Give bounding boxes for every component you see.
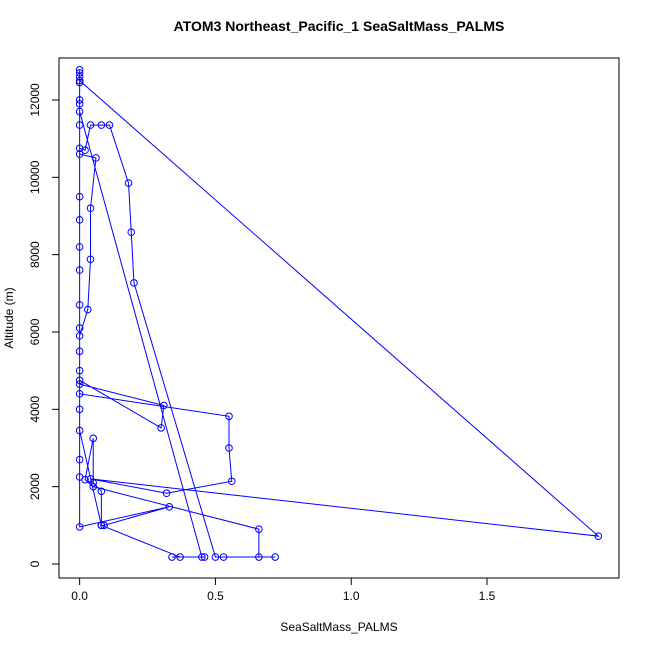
- x-tick-label: 1.5: [479, 589, 496, 603]
- data-point: [100, 521, 108, 530]
- data-point: [75, 216, 84, 224]
- y-tick-label: 8000: [28, 241, 42, 268]
- data-point: [75, 266, 84, 274]
- data-point: [594, 532, 603, 540]
- data-point: [75, 366, 84, 375]
- data-point: [75, 78, 84, 87]
- data-point: [200, 553, 209, 561]
- data-point: [97, 121, 106, 129]
- x-axis-label: SeaSaltMass_PALMS: [280, 620, 397, 634]
- data-point: [127, 228, 136, 237]
- data-point: [75, 107, 84, 116]
- x-tick-label: 0.0: [71, 589, 88, 603]
- data-line: [79, 69, 600, 558]
- data-point: [219, 553, 228, 561]
- data-point: [227, 477, 236, 486]
- data-point: [75, 72, 84, 81]
- y-axis-label: Altitude (m): [2, 287, 16, 348]
- chart-title: ATOM3 Northeast_Pacific_1 SeaSaltMass_PA…: [174, 18, 505, 34]
- y-tick-label: 6000: [28, 318, 42, 345]
- data-point: [75, 332, 84, 340]
- data-point: [176, 553, 184, 561]
- data-point: [75, 96, 84, 104]
- data-point: [75, 426, 84, 435]
- data-point: [105, 121, 114, 129]
- data-point: [92, 154, 100, 162]
- data-point: [75, 347, 84, 356]
- data-point: [271, 553, 279, 561]
- data-point: [168, 553, 176, 561]
- y-tick-label: 2000: [28, 473, 42, 500]
- data-point: [86, 121, 95, 129]
- x-tick-label: 1.0: [343, 589, 360, 603]
- data-point: [75, 523, 84, 531]
- data-point: [75, 380, 84, 388]
- data-point: [162, 489, 171, 498]
- data-point: [75, 69, 84, 77]
- data-point: [86, 204, 95, 213]
- y-tick-label: 10000: [28, 160, 42, 194]
- data-point: [75, 301, 84, 309]
- y-tick-label: 12000: [28, 83, 42, 117]
- y-tick-label: 0: [28, 560, 42, 567]
- data-point: [165, 502, 174, 511]
- data-point: [255, 553, 263, 561]
- data-point: [75, 121, 84, 129]
- data-point: [89, 478, 98, 487]
- data-point: [75, 405, 84, 414]
- data-point: [75, 76, 84, 85]
- data-point: [75, 150, 84, 158]
- data-point: [211, 553, 220, 561]
- data-point: [75, 455, 84, 464]
- data-point: [157, 424, 165, 432]
- data-point: [81, 146, 89, 155]
- data-point: [86, 255, 95, 264]
- data-point: [130, 279, 138, 287]
- data-point: [89, 434, 98, 443]
- data-point: [97, 521, 106, 530]
- data-point: [75, 243, 84, 251]
- data-point: [75, 100, 84, 108]
- data-point: [124, 179, 133, 187]
- y-tick-label: 4000: [28, 396, 42, 423]
- plot-frame: [58, 57, 620, 579]
- x-tick-label: 0.5: [207, 589, 224, 603]
- data-point: [255, 525, 263, 533]
- data-point: [81, 475, 89, 484]
- data-point: [75, 192, 84, 201]
- data-point: [75, 144, 84, 153]
- data-point: [97, 487, 106, 496]
- data-point: [75, 324, 84, 332]
- data-point: [225, 444, 233, 452]
- data-point: [75, 390, 84, 398]
- data-point: [225, 412, 233, 421]
- data-point: [86, 475, 95, 483]
- data-point: [83, 305, 92, 314]
- data-point: [75, 376, 84, 385]
- data-point: [160, 401, 168, 410]
- data-point: [89, 482, 98, 491]
- data-point: [198, 553, 206, 561]
